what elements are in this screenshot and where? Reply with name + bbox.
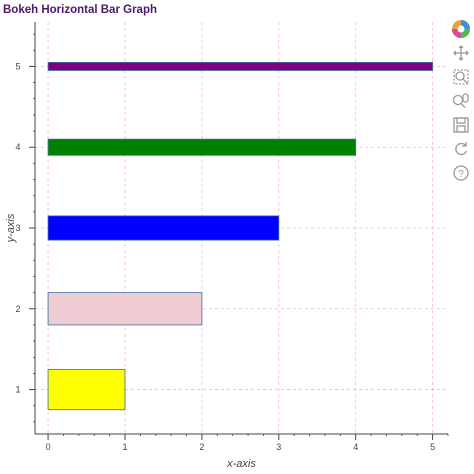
x-tick-label: 3 [276,442,281,452]
bar [47,138,357,156]
x-axis-label: x-axis [226,458,256,470]
svg-text:?: ? [458,169,464,180]
y-tick-label: 5 [15,61,20,71]
axes: 0 1 2 3 4 5 1 2 3 4 5 [15,22,449,452]
bar [47,215,280,241]
x-tick-label: 4 [353,442,358,452]
help-icon[interactable]: ? [450,162,472,184]
bar [47,368,126,411]
y-tick-label: 1 [15,385,20,395]
x-tick-label: 0 [46,442,51,452]
y-tick-label: 2 [15,304,20,314]
y-axis-label: y-axis [5,213,17,243]
bars [47,61,434,411]
x-tick-label: 5 [430,442,435,452]
pan-icon[interactable] [450,42,472,64]
y-tick-label: 4 [15,142,20,152]
box-zoom-icon[interactable] [450,66,472,88]
wheel-zoom-icon[interactable] [450,90,472,112]
bokeh-logo-icon[interactable] [450,18,472,40]
save-icon[interactable] [450,114,472,136]
reset-icon[interactable] [450,138,472,160]
x-tick-label: 1 [122,442,127,452]
bar [47,292,203,326]
x-tick-label: 2 [199,442,204,452]
chart-title: Bokeh Horizontal Bar Graph [3,4,157,16]
bar [47,61,434,71]
y-tick-label: 3 [15,223,20,233]
